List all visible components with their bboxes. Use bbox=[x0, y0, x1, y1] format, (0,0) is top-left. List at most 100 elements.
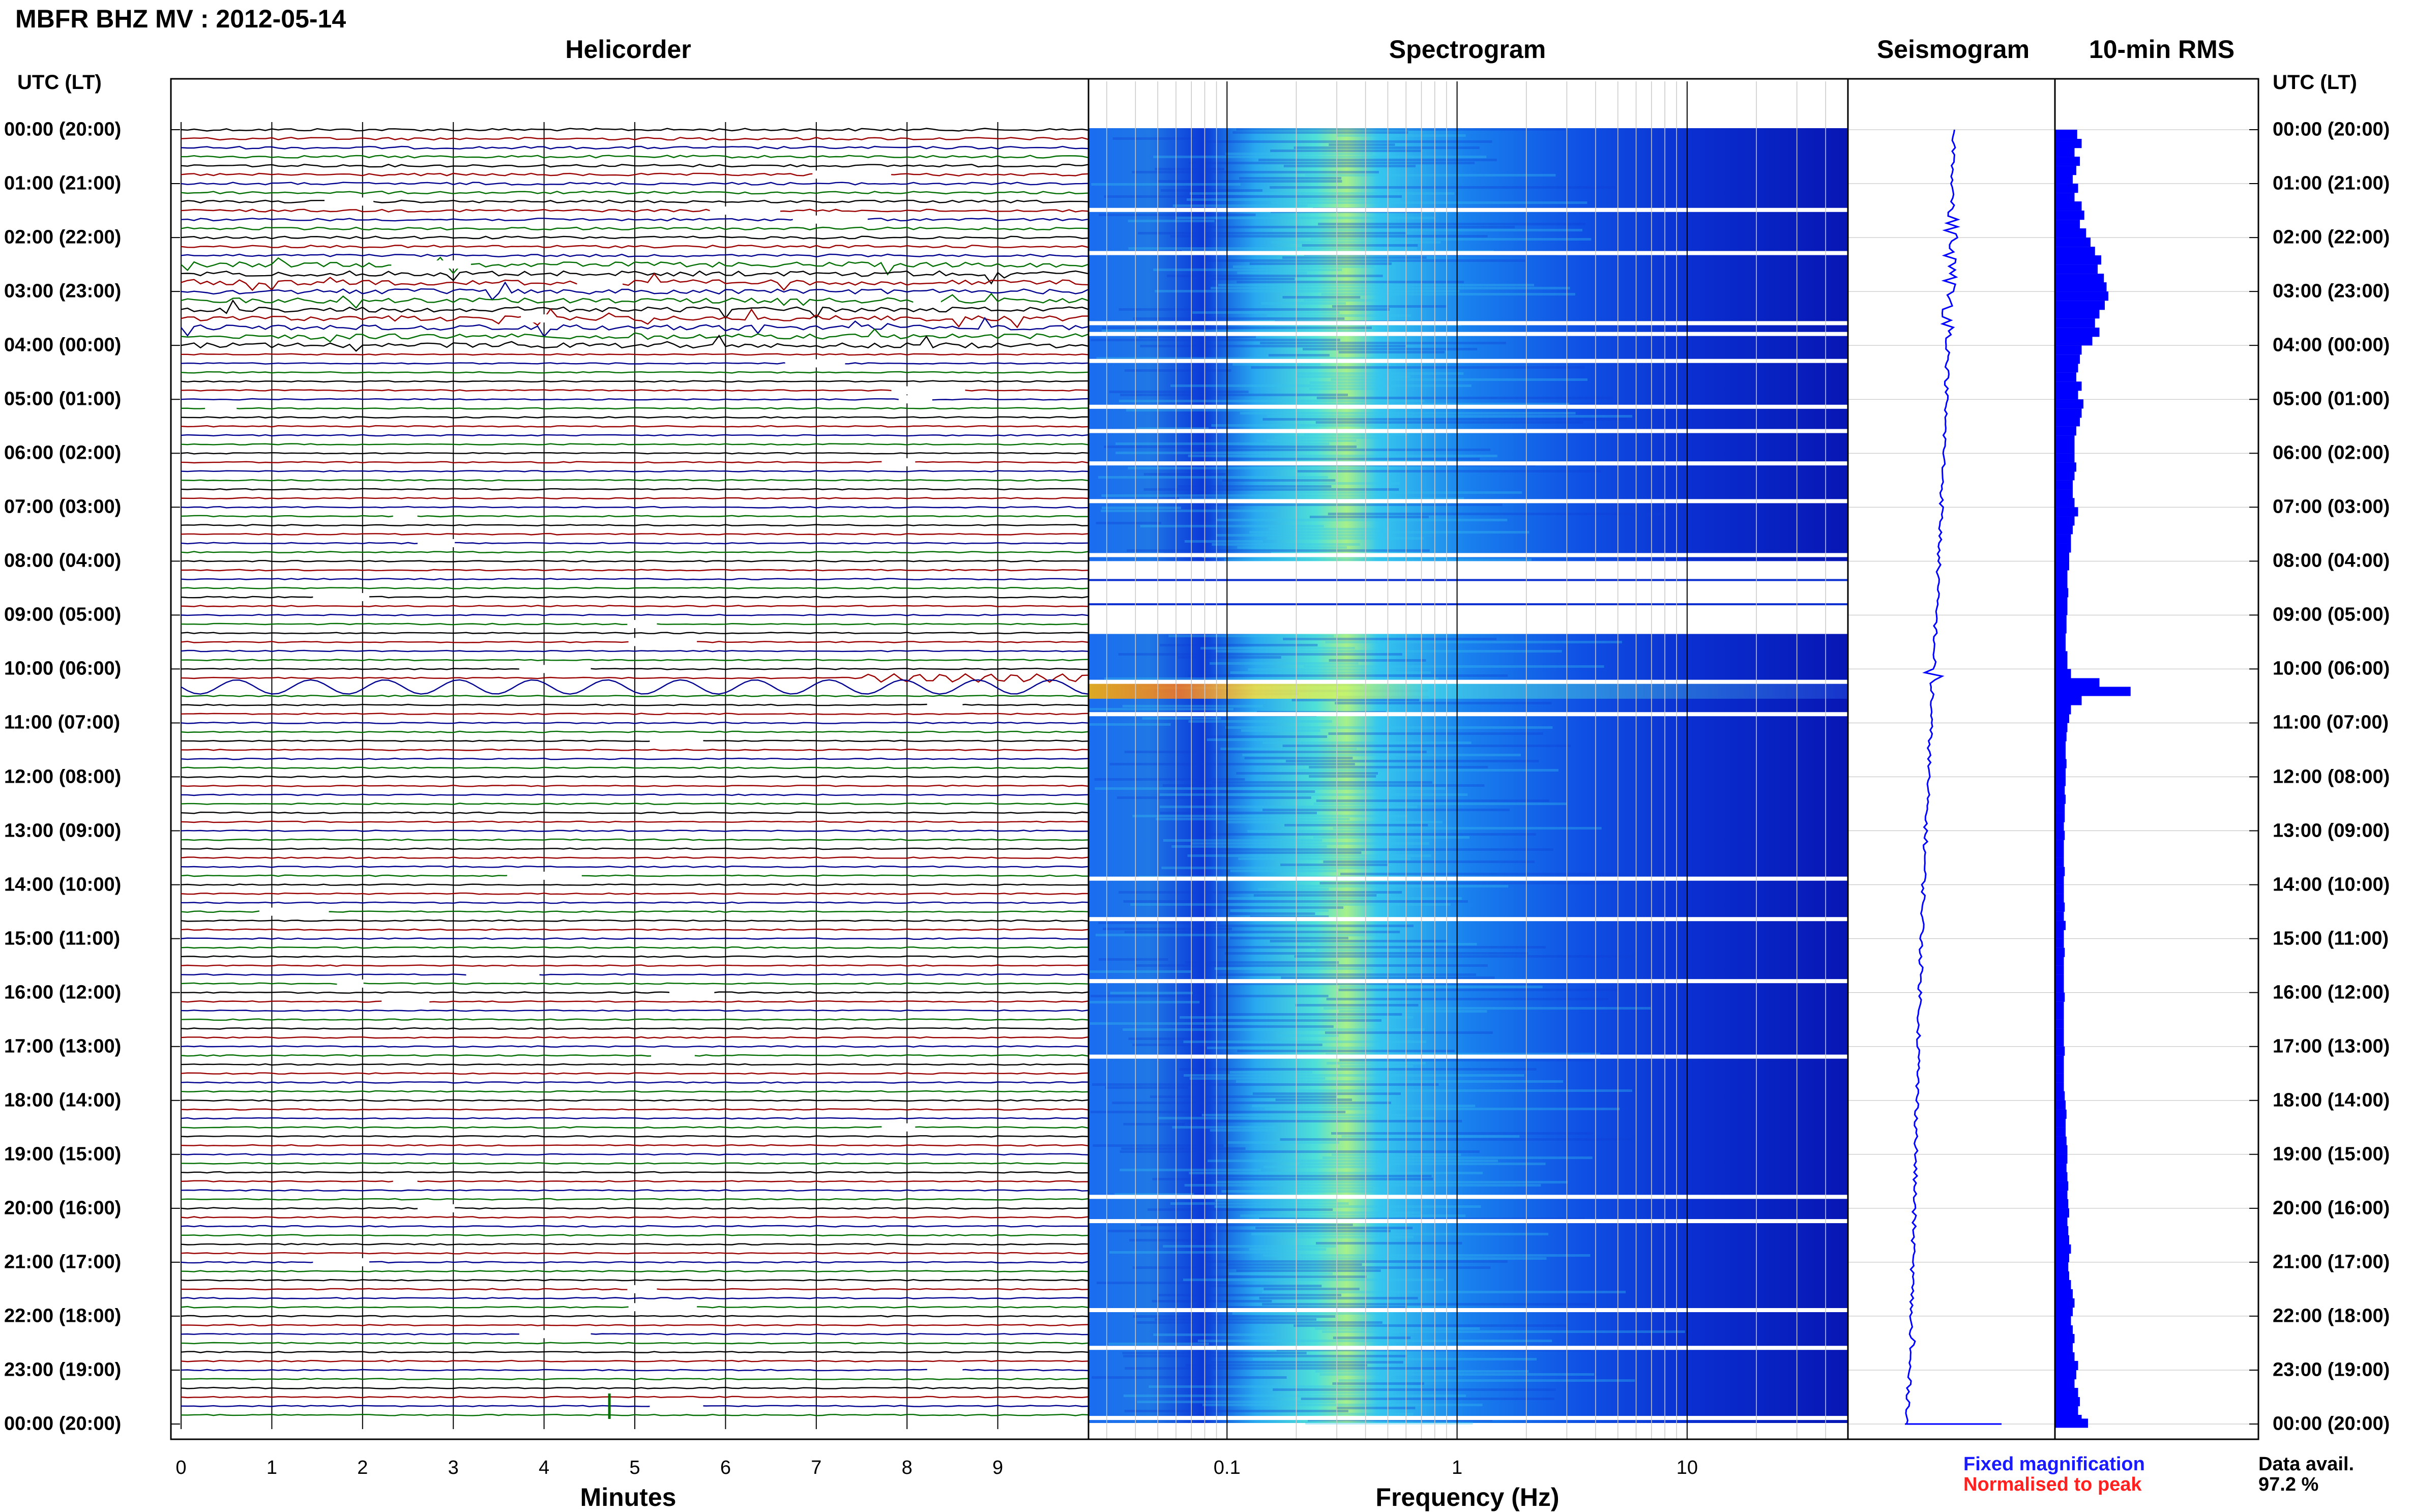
hour-label-left: 14:00 (10:00) bbox=[4, 874, 122, 896]
spectrogram-noise-band bbox=[1237, 281, 1464, 283]
rms-bar bbox=[2055, 444, 2075, 454]
spectrogram-white-gap bbox=[1089, 321, 1848, 325]
spectrogram-noise-band bbox=[1333, 827, 1602, 829]
spectrogram-noise-band bbox=[1126, 409, 1296, 411]
helicorder-data-gap bbox=[259, 907, 329, 916]
rms-bar bbox=[2055, 264, 2098, 274]
spectrogram-noise-band bbox=[1211, 278, 1295, 280]
spectrogram-noise-band bbox=[1309, 766, 1488, 768]
spectrogram-noise-band bbox=[1120, 1150, 1480, 1153]
spectrogram-data-gap bbox=[1089, 561, 1848, 634]
hour-label-left: 08:00 (04:00) bbox=[4, 550, 122, 572]
spectrogram-noise-band bbox=[1092, 1083, 1439, 1086]
rms-bar bbox=[2055, 767, 2066, 777]
spectrogram-noise-band bbox=[1331, 1132, 1593, 1135]
seismogram-title: Seismogram bbox=[1876, 35, 2030, 64]
hour-label-left: 10:00 (06:00) bbox=[4, 658, 122, 679]
helicorder-trace bbox=[181, 443, 1089, 446]
spectrogram-noise-band bbox=[1207, 738, 1279, 741]
spectrogram-noise-band bbox=[1295, 1413, 1414, 1415]
rms-bar bbox=[2055, 435, 2075, 445]
spectrogram-noise-band bbox=[1129, 1239, 1215, 1241]
helicorder-trace bbox=[181, 1359, 1089, 1362]
spectrogram-noise-band bbox=[1138, 336, 1256, 338]
minutes-tick-label: 0 bbox=[175, 1457, 187, 1478]
spectrogram-white-gap bbox=[1089, 917, 1848, 922]
spectrogram-noise-band bbox=[1338, 989, 1620, 991]
spectrogram-noise-band bbox=[1115, 452, 1298, 454]
spectrogram-noise-band bbox=[1188, 720, 1332, 723]
rms-bar bbox=[2055, 1154, 2068, 1164]
helicorder-trace bbox=[181, 245, 1089, 249]
spectrogram-noise-band bbox=[1212, 781, 1433, 784]
spectrogram-noise-band bbox=[1232, 265, 1374, 268]
spectrogram-noise-band bbox=[1211, 1361, 1403, 1363]
helicorder-trace bbox=[181, 1216, 1089, 1219]
rms-bar bbox=[2055, 381, 2082, 391]
helicorder-title: Helicorder bbox=[565, 35, 691, 64]
rms-bar bbox=[2055, 462, 2076, 472]
spectrogram-noise-band bbox=[1252, 1092, 1401, 1095]
hour-label-right: 04:00 (00:00) bbox=[2273, 334, 2390, 356]
minutes-tick-label: 6 bbox=[720, 1457, 731, 1478]
spectrogram-noise-band bbox=[1128, 220, 1215, 222]
spectrogram-noise-band bbox=[1267, 537, 1424, 540]
spectrogram-white-gap bbox=[1089, 1346, 1848, 1350]
helicorder-trace bbox=[181, 1243, 1089, 1246]
spectrogram-noise-band bbox=[1258, 159, 1497, 161]
spectrogram-noise-band bbox=[1230, 909, 1329, 912]
helicorder-trace bbox=[181, 679, 1089, 695]
rms-bar bbox=[2055, 1073, 2064, 1083]
rms-bar bbox=[2055, 489, 2073, 499]
hour-label-right: 13:00 (09:00) bbox=[2273, 820, 2390, 842]
spectrogram-noise-band bbox=[1207, 503, 1503, 506]
spectrogram-noise-band bbox=[1124, 751, 1427, 753]
spectrogram-noise-band bbox=[1093, 1144, 1224, 1147]
spectrogram-noise-band bbox=[1132, 815, 1408, 817]
spectrogram-background bbox=[1089, 128, 1848, 1423]
spectrogram-noise-band bbox=[1187, 854, 1431, 857]
helicorder-trace bbox=[181, 883, 1089, 886]
spectrogram-noise-band bbox=[1226, 1306, 1407, 1309]
spectrogram-white-gap bbox=[1089, 1195, 1848, 1199]
minutes-tick-label: 1 bbox=[266, 1457, 277, 1478]
helicorder-trace bbox=[181, 334, 1089, 352]
spectrogram-noise-band bbox=[1114, 1193, 1194, 1196]
rms-bar bbox=[2055, 255, 2101, 265]
hour-label-right: 01:00 (21:00) bbox=[2273, 172, 2390, 194]
spectrogram-noise-band bbox=[1339, 1059, 1594, 1061]
spectrogram-noise-band bbox=[1143, 488, 1399, 491]
spectrogram-noise-band bbox=[1271, 241, 1441, 244]
helicorder-trace bbox=[181, 1297, 1089, 1299]
spectrogram-noise-band bbox=[1267, 415, 1633, 418]
spectrogram-noise-band bbox=[1240, 412, 1576, 414]
spectrogram-noise-band bbox=[1322, 1330, 1685, 1333]
spectrogram-noise-band bbox=[1224, 558, 1532, 561]
rms-bar bbox=[2055, 813, 2065, 822]
helicorder-trace bbox=[181, 901, 1089, 904]
helicorder-trace bbox=[181, 1144, 1089, 1147]
spectrogram-noise-band bbox=[1216, 534, 1391, 537]
hour-label-right: 08:00 (04:00) bbox=[2273, 550, 2390, 572]
spectrogram-noise-band bbox=[1118, 653, 1402, 656]
helicorder-trace bbox=[181, 128, 1089, 132]
hour-label-left: 16:00 (12:00) bbox=[4, 982, 122, 1003]
spectrogram-noise-band bbox=[1137, 232, 1407, 234]
spectrogram-noise-band bbox=[1096, 1282, 1227, 1284]
rms-bar bbox=[2055, 1127, 2066, 1137]
helicorder-trace bbox=[181, 569, 1089, 572]
spectrogram-noise-band bbox=[1179, 497, 1464, 500]
helicorder-trace bbox=[181, 1000, 1089, 1003]
spectrogram-noise-band bbox=[1244, 757, 1353, 759]
rms-bar bbox=[2055, 947, 2065, 957]
rms-bar bbox=[2055, 1316, 2071, 1326]
rms-bar bbox=[2055, 714, 2069, 723]
helicorder-data-gap bbox=[313, 1258, 370, 1266]
rms-bar bbox=[2055, 238, 2091, 247]
rms-bar bbox=[2055, 669, 2071, 678]
helicorder-trace bbox=[181, 1063, 1089, 1066]
spectrogram-noise-band bbox=[1269, 528, 1391, 530]
rms-bar bbox=[2055, 956, 2064, 966]
helicorder-trace bbox=[181, 1270, 1089, 1272]
rms-bar bbox=[2055, 606, 2068, 615]
